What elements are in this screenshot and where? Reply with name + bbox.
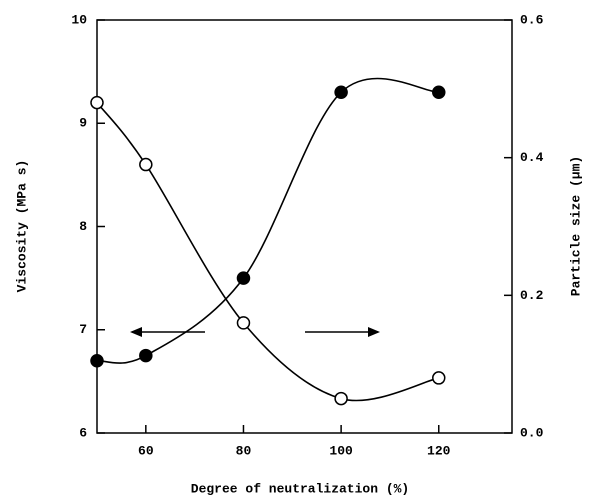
right-arrow [305,327,380,337]
left-arrow [130,327,205,337]
y-tick-label: 8 [79,219,87,234]
y2-tick-label: 0.2 [520,288,544,303]
y2-tick-label: 0.0 [520,425,544,440]
y-tick-label: 6 [79,425,87,440]
data-point [334,391,348,406]
y2-tick-label: 0.4 [520,150,544,165]
data-point [90,353,104,368]
data-point [236,316,251,330]
data-point [139,348,153,363]
data-point [90,95,104,110]
x-tick-label: 60 [138,443,154,458]
x-axis-title: Degree of neutralization (%) [191,481,409,496]
y-tick-label: 7 [79,322,87,337]
y-tick-label: 9 [79,116,87,131]
series-line [96,77,439,364]
data-point [139,157,153,172]
y-tick-label: 10 [71,12,87,27]
plot-frame [96,19,513,434]
data-point [334,85,348,100]
y-axis-title: Viscosity (MPa s) [14,160,29,293]
data-point [432,85,446,100]
x-tick-label: 100 [329,443,353,458]
data-point [236,271,251,285]
y2-tick-label: 0.6 [520,12,544,27]
x-tick-label: 120 [427,443,451,458]
data-point [432,371,446,385]
y2-axis-title: Particle size (μm) [568,156,583,296]
x-tick-label: 80 [236,443,252,458]
